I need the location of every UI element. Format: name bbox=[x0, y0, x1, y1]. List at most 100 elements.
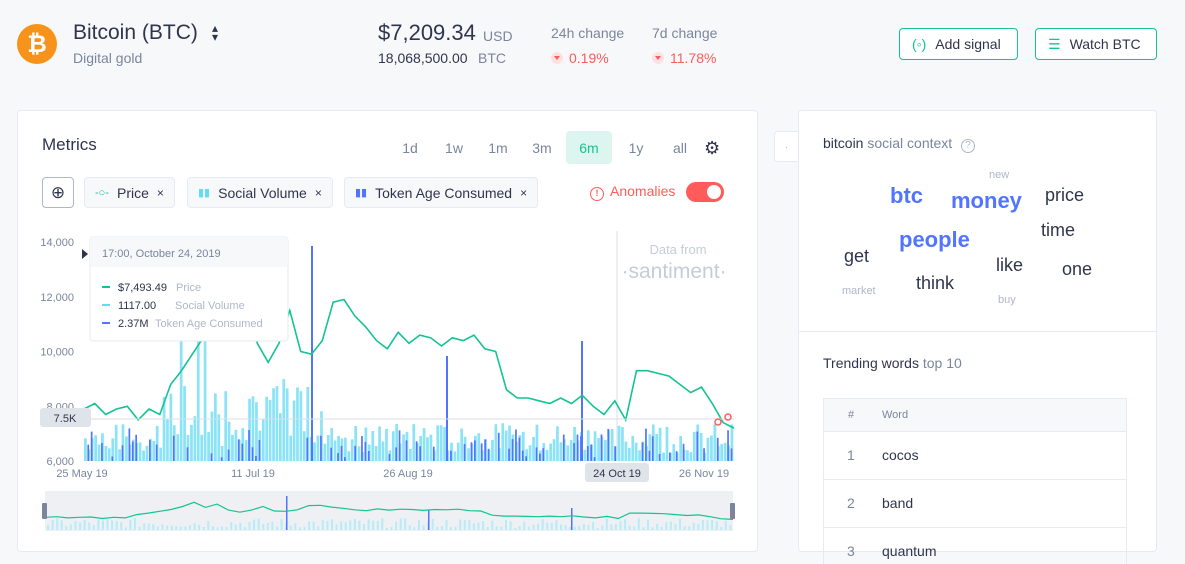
volume-bar bbox=[272, 388, 275, 461]
anomalies-toggle[interactable] bbox=[686, 182, 724, 202]
tooltip-price-name: Price bbox=[176, 282, 201, 294]
metric-chip-social-volume[interactable]: ▮▮ Social Volume × bbox=[187, 177, 333, 208]
nav-bar bbox=[711, 520, 714, 530]
chip-label: Social Volume bbox=[218, 184, 307, 201]
token-age-bar bbox=[220, 457, 223, 461]
table-row[interactable]: 2 band bbox=[824, 480, 1126, 528]
token-age-bar bbox=[320, 435, 322, 461]
token-age-bar bbox=[480, 443, 483, 461]
nav-bar bbox=[560, 524, 562, 530]
volume-bar bbox=[251, 396, 255, 461]
asset-description: Digital gold bbox=[73, 50, 143, 66]
range-1d[interactable]: 1d bbox=[402, 139, 418, 156]
token-age-bar bbox=[682, 443, 685, 461]
table-row[interactable]: 1 cocos bbox=[824, 432, 1126, 480]
y-tick-label: 12,000 bbox=[40, 292, 74, 304]
close-icon[interactable]: × bbox=[314, 185, 322, 200]
anomalies-label: ! Anomalies bbox=[590, 183, 675, 201]
volume-bar bbox=[535, 424, 539, 461]
cloud-word[interactable]: new bbox=[989, 169, 1010, 181]
add-signal-label: Add signal bbox=[935, 36, 1001, 52]
nav-bar bbox=[610, 524, 613, 530]
settings-gear-icon[interactable]: ⚙ bbox=[704, 138, 721, 158]
watch-button[interactable]: ☰ Watch BTC bbox=[1035, 28, 1157, 60]
asset-switch-icon[interactable]: ▴ ▾ bbox=[212, 21, 219, 44]
add-signal-button[interactable]: (◦) Add signal bbox=[899, 28, 1018, 60]
nav-bar bbox=[701, 520, 704, 530]
nav-bar bbox=[381, 518, 384, 530]
range-1y[interactable]: 1y bbox=[628, 139, 644, 156]
token-age-bar bbox=[484, 439, 487, 461]
chart-navigator bbox=[42, 491, 735, 531]
table-row[interactable]: 3 quantum bbox=[824, 528, 1126, 564]
nav-bar bbox=[385, 527, 388, 530]
metrics-chart[interactable]: Data from ·santiment· 14,000 12,000 10,000… bbox=[18, 111, 759, 553]
nav-bar bbox=[298, 527, 301, 530]
navigator-left-handle[interactable] bbox=[42, 503, 47, 519]
nav-bar bbox=[601, 525, 604, 530]
cloud-word[interactable]: people bbox=[899, 227, 970, 252]
row-word: cocos bbox=[882, 447, 919, 463]
nav-bar bbox=[289, 525, 292, 530]
cloud-word[interactable]: time bbox=[1041, 220, 1076, 240]
close-icon[interactable]: × bbox=[156, 185, 164, 200]
nav-bar bbox=[647, 519, 649, 530]
volume-bar bbox=[279, 413, 282, 461]
nav-bar bbox=[56, 518, 59, 530]
metric-chip-price[interactable]: -○- Price × bbox=[84, 177, 175, 208]
range-3m[interactable]: 3m bbox=[532, 139, 552, 156]
cloud-word[interactable]: think bbox=[916, 273, 955, 293]
cloud-word[interactable]: money bbox=[951, 188, 1022, 213]
volume-bar bbox=[193, 416, 197, 461]
cloud-word[interactable]: buy bbox=[998, 294, 1016, 306]
volume-bar bbox=[374, 446, 378, 461]
range-1m[interactable]: 1m bbox=[488, 139, 508, 156]
nav-bar bbox=[573, 526, 576, 530]
range-all[interactable]: all bbox=[672, 139, 687, 156]
social-panel: bitcoin social context ? new btc money pric… bbox=[798, 110, 1157, 564]
token-age-bar bbox=[172, 435, 175, 461]
volume-bar bbox=[491, 440, 494, 461]
volume-bar bbox=[306, 387, 310, 461]
volume-bar bbox=[316, 435, 320, 461]
nav-bar bbox=[363, 524, 365, 530]
volume-bar bbox=[203, 311, 207, 461]
nav-bar bbox=[669, 521, 672, 530]
cloud-word[interactable]: get bbox=[844, 246, 870, 266]
panel-toggle-tab[interactable]: · bbox=[774, 131, 798, 162]
nav-bar bbox=[546, 522, 549, 530]
cloud-word[interactable]: price bbox=[1045, 185, 1085, 205]
help-icon[interactable]: ? bbox=[961, 139, 976, 153]
line-icon: -○- bbox=[95, 186, 109, 199]
tooltip-date: 17:00, October 24, 2019 bbox=[102, 248, 221, 260]
volume-bar bbox=[326, 435, 330, 461]
volume-bar bbox=[549, 443, 553, 461]
volume-bar bbox=[162, 397, 166, 461]
navigator-right-handle[interactable] bbox=[730, 503, 735, 519]
token-age-bar bbox=[111, 456, 114, 461]
cloud-word[interactable]: like bbox=[996, 255, 1024, 275]
cloud-word[interactable]: btc bbox=[890, 183, 923, 208]
nav-bar bbox=[51, 519, 54, 530]
tooltip-tac-value: 2.37M bbox=[118, 318, 149, 330]
volume-bar bbox=[217, 414, 221, 461]
token-age-bar bbox=[648, 450, 651, 461]
nav-bar bbox=[518, 526, 521, 530]
tooltip-volume-value: 1117.00 bbox=[118, 300, 156, 312]
nav-bar bbox=[628, 525, 631, 530]
range-1w[interactable]: 1w bbox=[445, 139, 463, 156]
nav-bar bbox=[688, 526, 691, 530]
nav-bar bbox=[642, 527, 645, 530]
volume-bar bbox=[604, 440, 607, 461]
token-age-bar bbox=[306, 437, 309, 461]
cloud-word[interactable]: one bbox=[1062, 259, 1093, 279]
nav-bar bbox=[134, 518, 136, 530]
close-icon[interactable]: × bbox=[520, 185, 528, 200]
cloud-word[interactable]: market bbox=[842, 285, 876, 297]
range-6m[interactable]: 6m bbox=[566, 131, 612, 164]
volume-bar bbox=[477, 433, 481, 461]
metric-chip-token-age-consumed[interactable]: ▮▮ Token Age Consumed × bbox=[344, 177, 539, 208]
asset-name[interactable]: Bitcoin (BTC) bbox=[73, 21, 198, 44]
add-metric-button[interactable]: ⊕ bbox=[42, 177, 74, 208]
x-tick-label: 26 Aug 19 bbox=[383, 468, 433, 480]
